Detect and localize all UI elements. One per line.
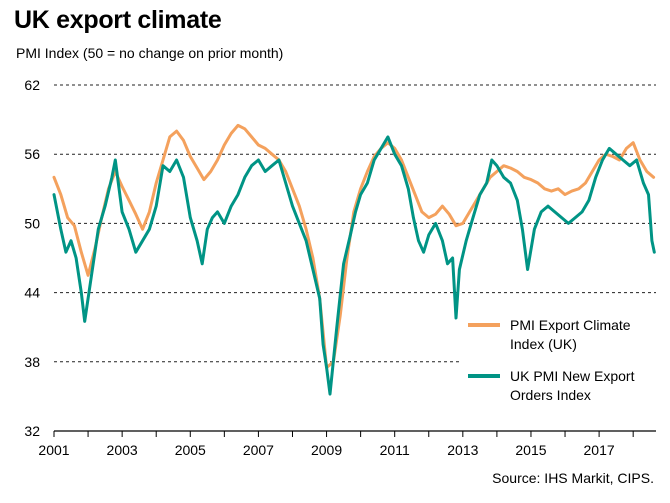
chart-subtitle: PMI Index (50 = no change on prior month… <box>16 45 284 61</box>
x-tick-label: 2005 <box>175 442 206 458</box>
chart-title: UK export climate <box>14 6 222 34</box>
y-tick-label: 38 <box>24 354 40 370</box>
x-tick-label: 2011 <box>380 442 410 458</box>
y-tick-label: 44 <box>24 285 40 301</box>
legend-label-1: UK PMI New Export Orders Index <box>510 368 635 403</box>
grid-lines <box>54 84 656 363</box>
x-tick-label: 2001 <box>38 442 69 458</box>
y-tick-label: 50 <box>24 215 40 231</box>
legend: PMI Export Climate Index (UK) UK PMI New E… <box>460 312 660 408</box>
y-axis-labels: 32 38 44 50 56 62 <box>24 77 40 439</box>
x-tick-label: 2007 <box>243 442 274 458</box>
y-tick-label: 62 <box>24 77 40 93</box>
series-line-1 <box>52 135 656 396</box>
x-tick-label: 2009 <box>311 442 342 458</box>
x-axis-labels: 2001 2003 2005 2007 2009 2011 2013 2015 2017 <box>38 442 614 458</box>
series-line-0 <box>52 123 656 370</box>
legend-background <box>460 312 660 408</box>
x-tick-label: 2003 <box>107 442 138 458</box>
source-note: Source: IHS Markit, CIPS. <box>492 470 654 486</box>
x-tick-label: 2017 <box>584 442 615 458</box>
y-tick-label: 32 <box>24 423 40 439</box>
x-tick-label: 2013 <box>447 442 478 458</box>
y-tick-label: 56 <box>24 146 40 162</box>
x-tick-label: 2015 <box>515 442 546 458</box>
series-lines <box>52 123 656 396</box>
legend-label-0: PMI Export Climate Index (UK) <box>510 317 631 352</box>
x-axis <box>53 430 656 437</box>
